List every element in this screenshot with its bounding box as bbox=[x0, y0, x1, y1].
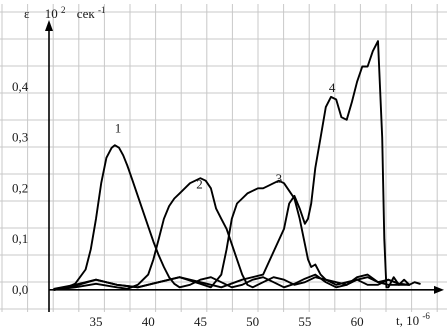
series-label-2: 2 bbox=[196, 176, 203, 191]
tick-labels: 35 40 45 50 55 60 0,0 0,1 0,2 0,3 0,4 bbox=[12, 79, 364, 329]
y-axis-scale: 10 bbox=[45, 6, 58, 21]
y-tick-label: 0,0 bbox=[12, 282, 28, 297]
series-curve-2 bbox=[53, 177, 411, 291]
x-axis-label: t, 10 -6 bbox=[396, 311, 430, 328]
y-tick-label: 0,2 bbox=[12, 180, 28, 195]
y-tick-label: 0,4 bbox=[12, 79, 29, 94]
grid bbox=[0, 4, 447, 312]
series-label-1: 1 bbox=[115, 120, 122, 135]
series-curve-4 bbox=[53, 40, 421, 291]
x-tick-label: 40 bbox=[142, 314, 155, 329]
y-axis-unit-exp: -1 bbox=[98, 5, 106, 15]
series-curve-3 bbox=[53, 179, 411, 290]
series-curves bbox=[53, 40, 421, 291]
y-axis-scale-exp: 2 bbox=[61, 5, 66, 15]
axes bbox=[45, 20, 444, 312]
x-tick-label: 60 bbox=[351, 314, 364, 329]
y-tick-label: 0,1 bbox=[12, 231, 28, 246]
series-labels: 1 2 3 4 bbox=[115, 80, 336, 191]
x-tick-label: 35 bbox=[90, 314, 103, 329]
x-tick-label: 45 bbox=[194, 314, 207, 329]
y-axis-symbol: ε bbox=[24, 6, 30, 21]
x-axis-label-text: t, 10 bbox=[396, 313, 419, 328]
series-label-3: 3 bbox=[276, 171, 283, 186]
y-tick-label: 0,3 bbox=[12, 130, 28, 145]
x-tick-label: 55 bbox=[298, 314, 311, 329]
x-axis-label-exp: -6 bbox=[422, 311, 430, 321]
series-curve-1 bbox=[53, 144, 411, 291]
y-axis-unit: сек bbox=[77, 6, 96, 21]
y-axis-arrow bbox=[45, 20, 53, 31]
y-axis-label: ε 10 2 сек -1 bbox=[24, 1, 105, 21]
x-tick-label: 50 bbox=[246, 314, 259, 329]
series-label-4: 4 bbox=[329, 80, 336, 95]
x-axis-arrow bbox=[434, 285, 444, 294]
